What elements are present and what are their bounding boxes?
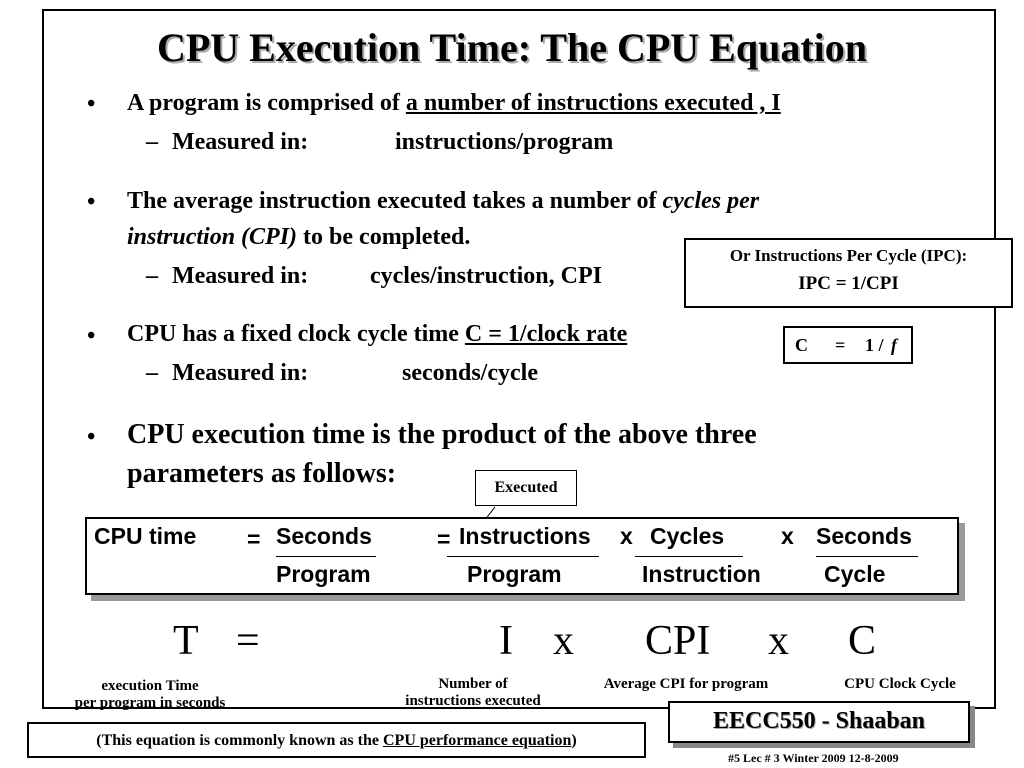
measured-value-3: seconds/cycle — [402, 360, 538, 386]
big-equals: = — [236, 618, 260, 664]
eq-cycles-numerator: Cycles — [650, 523, 725, 549]
bullet-2-line2: instruction (CPI) to be completed. — [127, 224, 470, 251]
ipc-box-line1: Or Instructions Per Cycle (IPC): — [729, 246, 968, 265]
c-f: f — [891, 335, 897, 355]
bullet-dot: • — [87, 323, 96, 349]
eq-instructions-numerator: Instructions — [459, 523, 591, 549]
bullet-1-text: A program is comprised of — [127, 90, 406, 116]
equation-note-box: (This equation is commonly known as the … — [27, 722, 646, 758]
c-one-over: 1 / — [865, 335, 884, 355]
fraction-bar — [276, 556, 376, 557]
bullet-3-text: CPU has a fixed clock cycle time — [127, 321, 465, 347]
sub-dash: – — [146, 263, 158, 289]
caption-t-line2: per program in seconds — [74, 695, 226, 711]
executed-label-box: Executed — [475, 470, 577, 506]
note-prefix: (This equation is commonly known as the — [96, 732, 383, 749]
bullet-2-text: The average instruction executed takes a… — [127, 188, 663, 214]
caption-i-line2: instructions executed — [405, 693, 541, 709]
big-times-2: x — [768, 618, 789, 664]
measured-label: Measured in: — [172, 263, 309, 289]
bullet-dot: • — [87, 424, 96, 450]
eq-equals-1: = — [247, 526, 261, 552]
measured-value-1: instructions/program — [395, 129, 614, 155]
caption-i-line1: Number of — [438, 676, 508, 692]
sub-dash: – — [146, 129, 158, 155]
eq-program-denominator: Program — [276, 561, 371, 587]
big-CPI: CPI — [645, 618, 711, 664]
note-underlined: CPU performance equation — [382, 732, 572, 749]
eq-instruction-denominator: Instruction — [642, 561, 761, 587]
c-equals: = — [835, 335, 846, 355]
bullet-dot: • — [87, 189, 96, 215]
caption-cpi: Average CPI for program — [603, 676, 769, 692]
bullet-1-sub: – Measured in: — [146, 129, 308, 156]
executed-label: Executed — [494, 479, 558, 496]
note-suffix: ) — [571, 732, 577, 749]
big-I: I — [499, 618, 513, 664]
clock-formula-box: C = 1 / f — [783, 326, 913, 364]
bullet-1: A program is comprised of a number of in… — [127, 90, 781, 117]
fraction-bar — [635, 556, 743, 557]
bullet-2-sub: – Measured in: — [146, 263, 308, 290]
big-times-1: x — [553, 618, 574, 664]
caption-execution-time: execution Time per program in seconds — [50, 678, 250, 712]
equation-note: (This equation is commonly known as the … — [29, 732, 644, 750]
bullet-3: CPU has a fixed clock cycle time C = 1/c… — [127, 321, 627, 348]
fraction-bar — [447, 556, 599, 557]
eq-cpu-time: CPU time — [94, 523, 197, 549]
caption-instruction-count: Number of instructions executed — [383, 676, 563, 710]
ipc-box-line2: IPC = 1/CPI — [798, 273, 899, 294]
cpu-equation-box: CPU time = Seconds Program = Instruction… — [85, 517, 959, 595]
eq-program-denominator-2: Program — [467, 561, 562, 587]
measured-label: Measured in: — [172, 360, 309, 386]
eq-cycle-denominator: Cycle — [824, 561, 886, 587]
bullet-3-sub: – Measured in: — [146, 360, 308, 387]
eq-times-2: x — [781, 523, 794, 549]
slide-footer: #5 Lec # 3 Winter 2009 12-8-2009 — [728, 751, 899, 765]
bullet-4-line2: parameters as follows: — [127, 458, 397, 489]
big-T: T — [173, 618, 199, 664]
slide-title: CPU Execution Time: The CPU Equation — [156, 25, 868, 70]
bullet-1-underlined: a number of instructions executed , I — [405, 90, 781, 116]
bullet-2-suffix: to be completed. — [297, 224, 471, 250]
ipc-box: Or Instructions Per Cycle (IPC): IPC = 1… — [684, 238, 1013, 308]
eq-seconds-numerator: Seconds — [276, 523, 372, 549]
course-badge: EECC550 - Shaaban — [668, 701, 970, 743]
bullet-dot: • — [87, 91, 96, 117]
caption-clock-cycle: CPU Clock Cycle — [844, 676, 956, 692]
fraction-bar — [816, 556, 918, 557]
eq-equals-2: = — [437, 526, 451, 552]
measured-value-2: cycles/instruction, CPI — [370, 263, 602, 289]
measured-label: Measured in: — [172, 129, 309, 155]
eq-times-1: x — [620, 523, 633, 549]
bullet-2-italic: cycles per — [662, 188, 760, 214]
bullet-2-italic-2: instruction (CPI) — [127, 224, 298, 250]
course-badge-text: EECC550 - Shaaban — [712, 708, 926, 734]
bullet-4-line1: CPU execution time is the product of the… — [127, 419, 757, 450]
sub-dash: – — [146, 360, 158, 386]
eq-seconds-numerator-2: Seconds — [816, 523, 912, 549]
c-symbol: C — [795, 335, 808, 355]
bullet-3-underlined: C = 1/clock rate — [464, 321, 628, 347]
bullet-2-line1: The average instruction executed takes a… — [127, 188, 759, 215]
slide-frame — [42, 9, 996, 709]
big-C: C — [848, 618, 877, 664]
caption-t-line1: execution Time — [101, 678, 199, 694]
